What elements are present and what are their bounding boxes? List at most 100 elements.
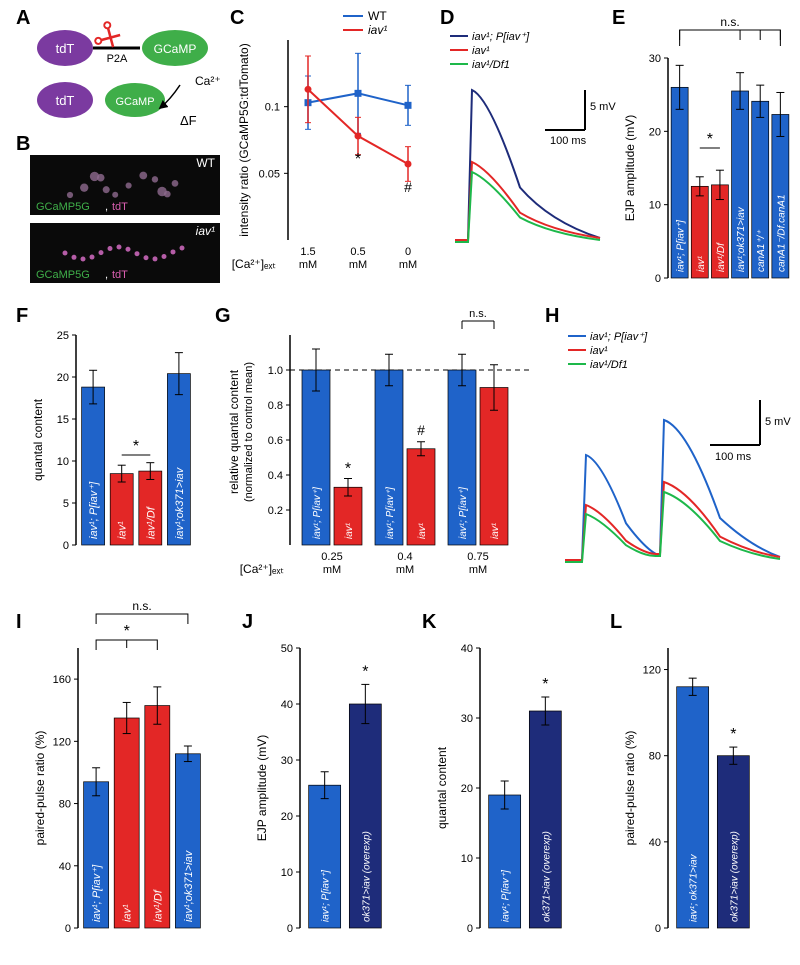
svg-text:120: 120 — [643, 665, 661, 677]
panel-letter: H — [545, 305, 559, 327]
svg-text:ΔF: ΔF — [180, 113, 197, 128]
svg-text:5: 5 — [63, 498, 69, 510]
svg-text:tdT: tdT — [56, 93, 75, 108]
svg-text:paired-pulse ratio (%): paired-pulse ratio (%) — [623, 731, 637, 846]
svg-text:canA1⁺/⁺: canA1⁺/⁺ — [756, 230, 767, 272]
svg-text:iav¹: iav¹ — [590, 345, 608, 357]
svg-text:10: 10 — [461, 853, 473, 865]
svg-text:ok371>iav (overexp): ok371>iav (overexp) — [541, 831, 552, 922]
svg-text:160: 160 — [53, 674, 71, 686]
svg-text:intensity ratio (GCaMP5G:tdTom: intensity ratio (GCaMP5G:tdTomato) — [237, 43, 251, 236]
svg-text:80: 80 — [59, 799, 71, 811]
svg-text:n.s.: n.s. — [132, 599, 151, 613]
svg-text:canA1⁻/Df.canA1: canA1⁻/Df.canA1 — [776, 194, 787, 272]
svg-text:0.6: 0.6 — [268, 435, 283, 447]
svg-text:iav¹; P[iav⁺]: iav¹; P[iav⁺] — [91, 864, 103, 922]
svg-text:tdT: tdT — [112, 201, 128, 213]
svg-text:40: 40 — [59, 861, 71, 873]
svg-text:20: 20 — [57, 372, 69, 384]
svg-text:25: 25 — [57, 330, 69, 342]
svg-text:iav¹; ok371>iav: iav¹; ok371>iav — [689, 853, 700, 922]
svg-text:GCaMP5G: GCaMP5G — [36, 201, 90, 213]
svg-text:iav¹; P[iav⁺]: iav¹; P[iav⁺] — [472, 31, 530, 43]
svg-text:30: 30 — [649, 53, 661, 65]
svg-text:GCaMP: GCaMP — [154, 42, 197, 56]
svg-text:50: 50 — [281, 643, 293, 655]
svg-text:40: 40 — [649, 837, 661, 849]
svg-text:n.s.: n.s. — [720, 15, 739, 29]
svg-text:0.25: 0.25 — [321, 551, 342, 563]
svg-text:iav¹/Df: iav¹/Df — [145, 506, 157, 539]
panel-letter: B — [16, 133, 30, 155]
panel-letter: D — [440, 7, 454, 29]
svg-text:80: 80 — [649, 751, 661, 763]
svg-text:iav¹/Df: iav¹/Df — [152, 889, 164, 922]
svg-text:quantal content: quantal content — [31, 398, 45, 481]
panel-l: 04080120iav¹; ok371>iavok371>iav (overex… — [623, 648, 749, 935]
svg-text:WT: WT — [196, 156, 215, 170]
panel-i: 04080120160iav¹; P[iav⁺]iav¹iav¹/Dfiav¹;… — [33, 599, 200, 935]
svg-text:iav¹; P[iav⁺]: iav¹; P[iav⁺] — [312, 487, 323, 539]
svg-text:tdT: tdT — [56, 41, 75, 56]
svg-text:*: * — [362, 663, 368, 680]
svg-text:mM: mM — [299, 259, 317, 271]
svg-text:*: * — [730, 726, 736, 743]
svg-text:*: * — [345, 460, 351, 477]
svg-text:iav¹; P[iav⁺]: iav¹; P[iav⁺] — [590, 331, 648, 343]
svg-text:0.8: 0.8 — [268, 400, 283, 412]
svg-text:quantal content: quantal content — [435, 746, 449, 829]
svg-text:20: 20 — [649, 126, 661, 138]
svg-text:iav¹;ok371>iav: iav¹;ok371>iav — [174, 466, 186, 539]
svg-text:0: 0 — [467, 923, 473, 935]
svg-text:relative quantal content: relative quantal content — [227, 369, 241, 494]
svg-text:0.1: 0.1 — [265, 102, 280, 114]
svg-text:(normalized to control mean): (normalized to control mean) — [243, 362, 255, 502]
panel-e: 0102030iav¹; P[iav⁺]iav¹iav¹/Dfiav¹;ok37… — [623, 15, 789, 285]
panel-letter: K — [422, 611, 437, 633]
svg-text:EJP amplitude (mV): EJP amplitude (mV) — [623, 115, 637, 221]
panel-h: iav¹; P[iav⁺]iav¹iav¹/Df15 mV100 ms — [565, 331, 791, 562]
svg-text:30: 30 — [281, 755, 293, 767]
svg-text:,: , — [105, 201, 108, 213]
svg-text:0.4: 0.4 — [268, 470, 283, 482]
svg-text:ok371>iav (overexp): ok371>iav (overexp) — [361, 831, 372, 922]
svg-text:0: 0 — [65, 923, 71, 935]
svg-text:iav¹/Df1: iav¹/Df1 — [472, 59, 510, 71]
svg-text:0.05: 0.05 — [259, 168, 280, 180]
panel-letter: E — [612, 7, 625, 29]
svg-text:mM: mM — [323, 564, 341, 576]
svg-text:iav¹; P[iav⁺]: iav¹; P[iav⁺] — [88, 481, 100, 539]
svg-text:EJP amplitude (mV): EJP amplitude (mV) — [255, 735, 269, 841]
svg-text:20: 20 — [461, 783, 473, 795]
svg-text:#: # — [417, 422, 425, 438]
svg-text:iav¹: iav¹ — [368, 23, 387, 37]
svg-text:paired-pulse ratio (%): paired-pulse ratio (%) — [33, 731, 47, 846]
svg-text:GCaMP: GCaMP — [115, 96, 154, 108]
svg-text:iav¹: iav¹ — [490, 522, 501, 539]
svg-text:0.5: 0.5 — [350, 246, 365, 258]
svg-text:5 mV: 5 mV — [590, 101, 616, 113]
svg-text:100 ms: 100 ms — [550, 135, 587, 147]
panel-letter: J — [242, 611, 253, 633]
panel-letter: F — [16, 305, 28, 327]
svg-text:iav¹; P[iav⁺]: iav¹; P[iav⁺] — [501, 870, 512, 922]
panel-letter: C — [230, 7, 244, 29]
svg-text:,: , — [105, 269, 108, 281]
svg-text:10: 10 — [281, 867, 293, 879]
svg-text:20: 20 — [281, 811, 293, 823]
svg-text:0: 0 — [405, 246, 411, 258]
svg-text:iav¹; P[iav⁺]: iav¹; P[iav⁺] — [676, 220, 687, 272]
svg-text:n.s.: n.s. — [469, 308, 487, 320]
svg-text:15: 15 — [57, 414, 69, 426]
svg-text:0.4: 0.4 — [397, 551, 412, 563]
svg-text:tdT: tdT — [112, 269, 128, 281]
svg-text:iav¹: iav¹ — [696, 255, 707, 272]
svg-text:1.0: 1.0 — [268, 365, 283, 377]
panel-a: tdTP2AGCaMPtdTGCaMPCa²⁺ΔF — [37, 21, 221, 128]
panel-f: 0510152025iav¹; P[iav⁺]iav¹iav¹/Dfiav¹;o… — [31, 330, 190, 552]
svg-text:*: * — [133, 438, 139, 455]
svg-text:iav¹: iav¹ — [417, 522, 428, 539]
svg-text:mM: mM — [469, 564, 487, 576]
svg-text:*: * — [355, 151, 361, 168]
panel-letter: A — [16, 7, 30, 29]
